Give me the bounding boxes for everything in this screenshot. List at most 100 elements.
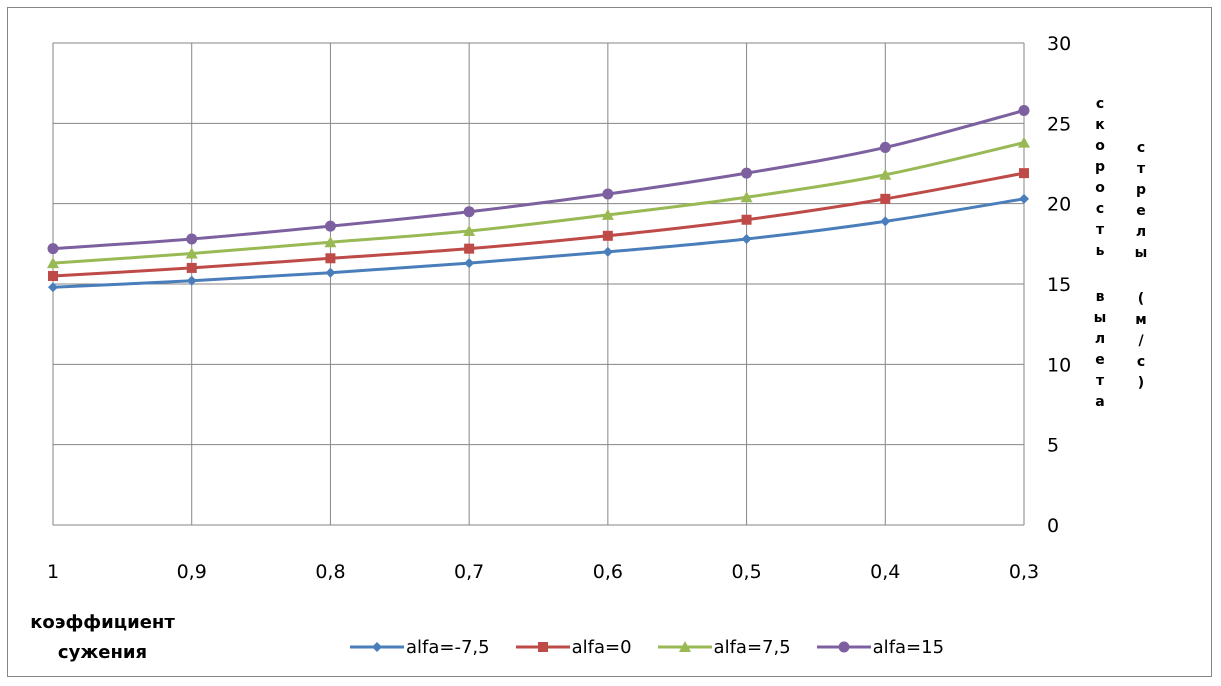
legend-item: alfa=-7,5 [350, 637, 490, 658]
x-tick-label: 0,5 [731, 561, 761, 583]
x-axis-label: коэффициент сужения [30, 612, 175, 663]
y-label-char: ь [1096, 243, 1105, 259]
y-tick-label: 0 [1047, 515, 1059, 537]
series-diamond [48, 193, 1029, 293]
series-triangle [47, 136, 1030, 269]
data-point [47, 257, 59, 269]
legend: alfa=-7,5 alfa=0 alfa=7,5 alfa=15 [350, 632, 970, 662]
y-label-char: о [1095, 180, 1105, 196]
data-point [185, 247, 198, 259]
y-label-char: е [1095, 352, 1105, 368]
data-point [1018, 104, 1030, 116]
data-point [325, 253, 336, 264]
x-tick-label: 0,6 [593, 561, 623, 583]
y-tick-label: 15 [1047, 274, 1071, 296]
data-point [602, 188, 614, 200]
series-square [48, 168, 1029, 281]
x-tick-label: 0,9 [177, 561, 207, 583]
data-point [324, 236, 337, 248]
data-point [186, 262, 197, 273]
data-point [464, 258, 475, 269]
x-tick-label: 0,3 [1009, 561, 1039, 583]
series-circle [47, 104, 1030, 255]
legend-label: alfa=7,5 [713, 636, 791, 658]
y-label-char: т [1096, 222, 1105, 238]
y-label-char: т [1096, 373, 1105, 389]
data-point [741, 234, 752, 245]
data-point [1018, 136, 1030, 148]
data-point [879, 168, 892, 180]
y-label-char: ) [1138, 375, 1144, 391]
legend-label: alfa=-7,5 [406, 636, 490, 658]
data-point [1019, 193, 1029, 204]
data-point [324, 220, 336, 232]
legend-swatch [657, 641, 712, 652]
series-line [52, 171, 1025, 278]
data-point [48, 270, 58, 281]
data-point [740, 191, 753, 203]
data-point [464, 243, 475, 254]
data-point [463, 224, 476, 236]
y-label-char: ы [1094, 310, 1107, 326]
y-tick-label: 5 [1047, 435, 1059, 457]
y-tick-label: 10 [1047, 354, 1071, 376]
y-label-char: с [1096, 201, 1104, 217]
y-axis-tick-labels: 0 5 10 15 20 25 30 [1047, 33, 1071, 537]
legend-item: alfa=7,5 [657, 636, 791, 658]
legend-swatch [816, 641, 871, 653]
legend-marker [372, 642, 382, 652]
data-point [463, 206, 475, 218]
y-label-char: с [1137, 140, 1145, 156]
x-tick-label: 0,7 [454, 561, 484, 583]
data-point [1019, 168, 1029, 179]
y-label-char: р [1136, 182, 1146, 198]
y-tick-label: 25 [1047, 113, 1071, 135]
series-line [52, 109, 1025, 251]
data-point [880, 216, 891, 227]
legend-marker [838, 641, 850, 653]
x-tick-label: 0,4 [870, 561, 900, 583]
legend-swatch [350, 642, 404, 652]
data-point [48, 282, 58, 293]
y-label-char: / [1138, 333, 1144, 349]
series-line [52, 197, 1025, 289]
data-point [325, 267, 336, 278]
y-tick-label: 30 [1047, 33, 1071, 55]
y-label-char: л [1136, 224, 1146, 240]
legend-item: alfa=15 [816, 636, 945, 658]
data-point [880, 193, 891, 204]
y-label-char: с [1137, 354, 1145, 370]
chart-frame [7, 7, 1212, 677]
y-label-char: р [1095, 159, 1105, 175]
data-point [602, 230, 613, 241]
x-tick-label: 0,8 [315, 561, 345, 583]
y-label-char: а [1095, 394, 1104, 410]
data-point [879, 141, 891, 153]
y-label-char: о [1095, 138, 1105, 154]
data-point [186, 275, 197, 286]
legend-marker [678, 641, 691, 652]
y-tick-label: 20 [1047, 194, 1071, 216]
legend-marker [537, 642, 548, 652]
data-point [601, 208, 614, 220]
x-tick-label: 1 [47, 561, 59, 583]
data-point [186, 233, 198, 245]
y-label-char: в [1096, 289, 1105, 305]
legend-item: alfa=0 [515, 636, 632, 658]
y-label-char: е [1136, 203, 1146, 219]
x-axis-tick-labels: 1 0,9 0,8 0,7 0,6 0,5 0,4 0,3 [47, 561, 1039, 583]
chart-grid [52, 42, 1025, 526]
y-label-char: м [1135, 312, 1146, 328]
chart-series [47, 104, 1030, 293]
data-point [741, 214, 752, 225]
legend-label: alfa=0 [571, 636, 632, 658]
y-label-char: т [1137, 161, 1146, 177]
series-line [52, 141, 1025, 265]
data-point [47, 243, 59, 255]
y-label-char: к [1095, 117, 1105, 133]
legend-label: alfa=15 [872, 636, 945, 658]
legend-swatch [515, 642, 570, 652]
